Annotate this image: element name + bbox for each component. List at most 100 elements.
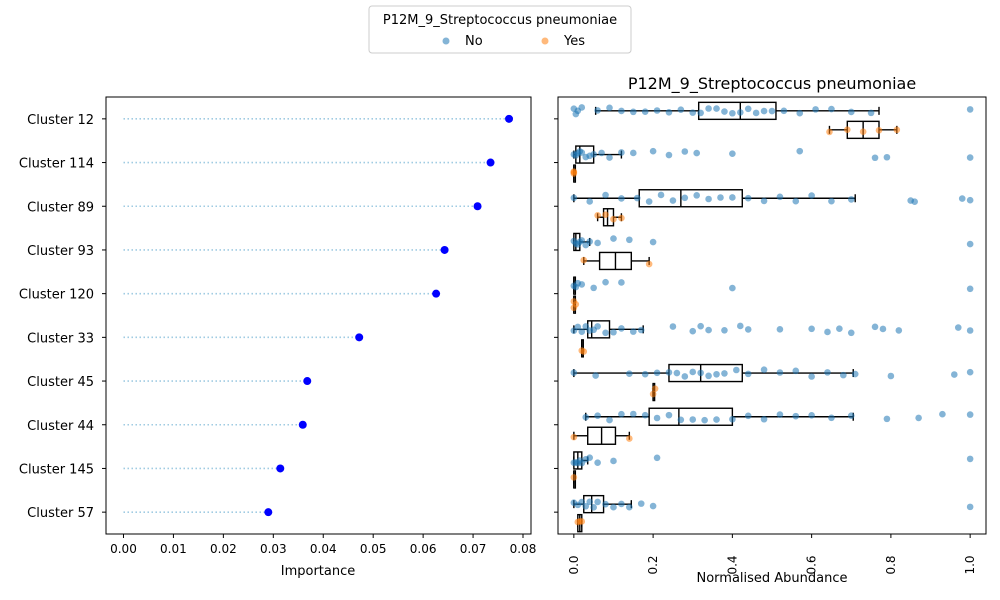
- abundance-no-point: [958, 195, 966, 202]
- abundance-no-point: [653, 107, 661, 114]
- abundance-no-point: [895, 327, 903, 334]
- importance-point: [276, 464, 285, 473]
- abundance-no-point: [847, 108, 855, 116]
- importance-x-tick-label: 0.02: [210, 542, 237, 556]
- abundance-no-point: [602, 191, 609, 199]
- abundance-no-point: [808, 192, 815, 199]
- abundance-no-point: [578, 281, 586, 288]
- abundance-no-point: [776, 325, 784, 333]
- abundance-no-point: [618, 107, 625, 115]
- abundance-no-point: [626, 236, 633, 244]
- abundance-no-point: [760, 197, 768, 205]
- abundance-no-point: [689, 109, 697, 116]
- abundance-yes-point: [651, 385, 659, 392]
- abundance-no-point: [606, 154, 613, 161]
- abundance-yes-point: [580, 256, 588, 264]
- abundance-no-point: [828, 414, 835, 422]
- legend: P12M_9_Streptococcus pneumoniae No Yes: [368, 5, 632, 54]
- abundance-no-point: [796, 147, 804, 155]
- importance-point: [432, 289, 441, 298]
- importance-x-tick-label: 0.00: [110, 542, 137, 556]
- abundance-no-point: [733, 366, 740, 374]
- abundance-yes-point: [645, 260, 653, 268]
- abundance-no-point: [776, 411, 784, 418]
- abundance-no-point: [578, 328, 586, 335]
- abundance-no-point: [602, 329, 609, 337]
- abundance-no-point: [760, 366, 768, 374]
- abundance-no-point: [618, 149, 625, 156]
- abundance-no-point: [657, 191, 665, 199]
- importance-x-ticks: 0.00 0.01 0.02 0.03 0.04 0.05 0.06 0.07 0.08: [110, 534, 536, 556]
- importance-y-ticks: Cluster 12 Cluster 114 Cluster 89 Cluster 9…: [19, 113, 106, 521]
- abundance-no-point: [954, 324, 962, 331]
- abundance-no-point: [847, 196, 855, 203]
- abundance-no-point: [736, 109, 744, 116]
- abundance-no-point: [966, 285, 974, 293]
- abundance-no-point: [582, 502, 590, 510]
- abundance-no-point: [681, 194, 689, 202]
- abundance-no-point: [847, 329, 855, 337]
- abundance-x-tick-label: 1.0: [963, 555, 977, 574]
- abundance-no-point: [824, 328, 831, 336]
- abundance-no-point: [847, 412, 855, 419]
- abundance-no-point: [808, 411, 815, 419]
- abundance-no-point: [618, 279, 625, 286]
- abundance-no-point: [867, 109, 875, 117]
- abundance-no-point: [578, 237, 586, 244]
- abundance-no-point: [697, 369, 704, 377]
- abundance-no-point: [729, 284, 736, 292]
- abundance-no-point: [780, 107, 788, 115]
- importance-point: [264, 508, 273, 517]
- abundance-no-point: [629, 108, 637, 116]
- abundance-x-tick-label: 0.0: [567, 555, 581, 574]
- abundance-no-point: [673, 369, 681, 377]
- abundance-no-point: [808, 373, 815, 380]
- abundance-no-point: [594, 459, 601, 467]
- abundance-no-point: [887, 372, 895, 380]
- importance-y-tick-label: Cluster 57: [27, 506, 94, 521]
- abundance-no-point: [665, 411, 673, 419]
- abundance-yes-point: [578, 518, 586, 525]
- abundance-yes-point: [610, 215, 617, 223]
- abundance-no-point: [586, 498, 594, 506]
- abundance-no-point: [883, 153, 891, 161]
- abundance-no-box: [648, 407, 734, 426]
- abundance-no-point: [594, 498, 601, 506]
- importance-plot-frame: [105, 96, 532, 535]
- abundance-no-point: [618, 500, 625, 508]
- abundance-no-point: [629, 149, 637, 157]
- abundance-no-point: [812, 106, 819, 113]
- importance-chart: Cluster 12 Cluster 114 Cluster 89 Cluster 9…: [19, 96, 536, 579]
- abundance-yes-point: [594, 212, 601, 219]
- importance-y-tick-label: Cluster 12: [27, 113, 94, 128]
- abundance-no-point: [693, 149, 701, 157]
- legend-marker-yes: [541, 37, 549, 45]
- importance-point: [473, 202, 482, 211]
- abundance-no-point: [689, 416, 697, 423]
- abundance-no-point: [871, 154, 879, 162]
- abundance-no-point: [594, 412, 601, 419]
- abundance-yes-point: [826, 128, 833, 136]
- abundance-no-point: [966, 411, 974, 418]
- abundance-no-point: [677, 106, 685, 113]
- abundance-no-point: [570, 369, 578, 377]
- abundance-yes-point: [893, 126, 901, 134]
- abundance-no-point: [768, 107, 776, 115]
- abundance-no-point: [744, 370, 752, 378]
- abundance-no-point: [606, 104, 613, 112]
- abundance-no-point: [705, 372, 712, 380]
- abundance-no-point: [641, 108, 649, 115]
- legend-entries: No Yes: [442, 34, 585, 49]
- abundance-no-point: [752, 109, 760, 117]
- abundance-yes-point: [570, 474, 578, 481]
- abundance-marks: [570, 101, 974, 533]
- abundance-no-point: [796, 109, 804, 117]
- abundance-no-point: [626, 370, 633, 378]
- importance-point: [486, 158, 495, 167]
- abundance-no-point: [570, 194, 578, 202]
- abundance-no-point: [721, 370, 728, 377]
- abundance-no-point: [681, 148, 689, 155]
- abundance-no-point: [705, 195, 712, 203]
- abundance-no-point: [594, 107, 601, 114]
- abundance-no-point: [705, 326, 712, 334]
